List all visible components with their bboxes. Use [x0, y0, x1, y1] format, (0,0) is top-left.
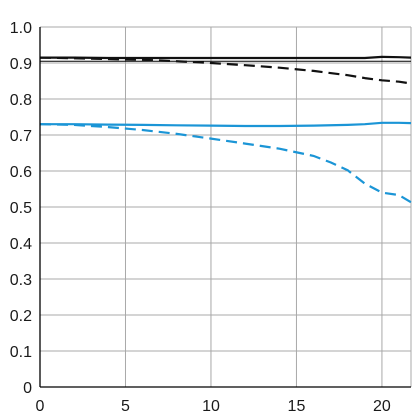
grid	[40, 26, 412, 387]
x-tick-label: 15	[288, 398, 306, 413]
x-tick-labels: 0 5 10 15 20	[36, 398, 391, 413]
axes	[39, 27, 411, 388]
y-tick-label: 0.7	[10, 128, 32, 145]
series-line-3	[40, 121, 412, 128]
x-tick-label: 0	[36, 398, 45, 413]
x-tick-label: 5	[121, 398, 130, 413]
y-tick-labels: 0 0.1 0.2 0.3 0.4 0.5 0.6 0.7 0.8 0.9 1.0	[10, 20, 32, 397]
y-tick-label: 0.2	[10, 308, 32, 325]
y-tick-label: 0.8	[10, 92, 32, 109]
series-line-2	[39, 56, 412, 85]
y-tick-label: 0.4	[10, 236, 32, 253]
y-tick-label: 0	[23, 380, 32, 397]
series-line-4	[39, 123, 412, 204]
y-tick-label: 0.6	[10, 164, 32, 181]
y-tick-label: 0.1	[10, 344, 32, 361]
y-tick-label: 0.5	[10, 200, 32, 217]
y-tick-label: 0.9	[10, 56, 32, 73]
x-tick-label: 10	[202, 398, 220, 413]
series-line-1	[40, 55, 412, 60]
y-tick-label: 0.3	[10, 272, 32, 289]
y-tick-label: 1.0	[10, 20, 32, 37]
x-tick-label: 20	[373, 398, 391, 413]
series-lines	[39, 55, 412, 204]
